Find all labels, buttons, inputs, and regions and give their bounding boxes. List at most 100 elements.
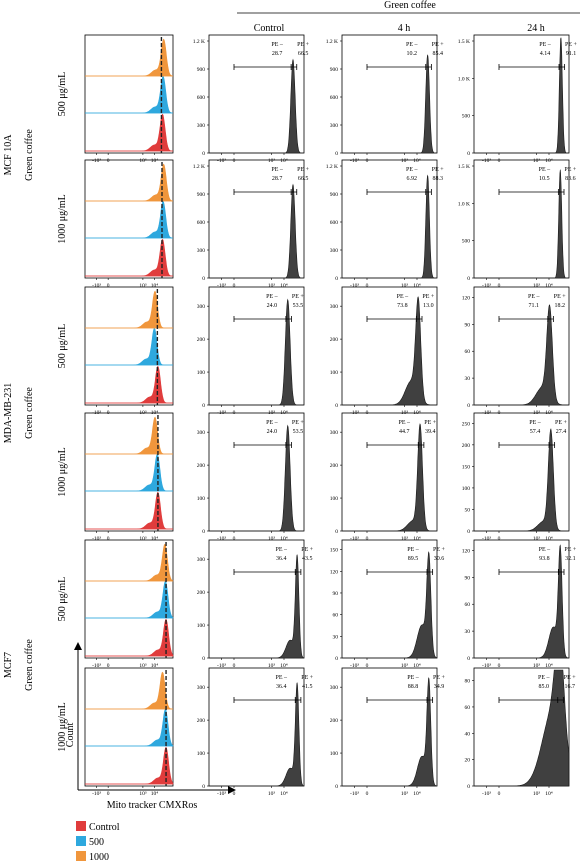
row-1-y-tick-label: 1.0 K: [458, 76, 470, 82]
row-5-overlay-x-tick-label: 10⁴: [151, 663, 159, 669]
row-1-y-tick-label: 600: [330, 95, 339, 101]
row-1-gate-label-pe-minus: PE –: [539, 42, 552, 48]
row-2-gate-label-pe-plus: PE +: [432, 167, 445, 173]
row-4-y-tick-label: 50: [465, 507, 471, 513]
row-5-x-tick-label: -10³: [482, 663, 491, 669]
treatment-label-mdamb231: Green coffee: [24, 387, 35, 439]
row-1-histogram-fill: [342, 54, 437, 154]
row-6-histogram-fill: [474, 669, 570, 787]
row-4-panel-24-h: 0 50 100 150 200 250 -10³ 0 10³ 10⁴ PE – PE + 57.4 27…: [462, 412, 570, 542]
row-1-y-tick-label: 300: [330, 123, 339, 129]
row-6-y-tick-label: 60: [465, 705, 471, 711]
row-4-gate-label-pe-minus: PE –: [529, 420, 542, 426]
row-6-gate-label-pe-plus: PE +: [433, 675, 446, 681]
row-5-panel-control: 0 100 200 300 -10³ 0 10³ 10⁴ PE – PE + 36.4 43.5: [197, 539, 314, 669]
row-6-histogram-fill: [342, 677, 438, 787]
row-5-panel-24-h: 0 30 60 90 120 -10³ 0 10³ 10⁴ PE – PE + 93.8 32.1: [462, 539, 577, 669]
row-5-panel-4-h: 0 30 60 90 120 150 -10³ 0 10³ 10⁴ PE – PE + 89.5 30.6: [330, 539, 446, 669]
row-6-gate-label-pe-minus: PE –: [407, 675, 420, 681]
row-4-y-tick-label: 100: [330, 496, 339, 502]
row-5-gate-value-pe-plus: 32.1: [565, 556, 576, 562]
row-3-gate-value-pe-minus: 71.1: [529, 303, 540, 309]
row-4-overlay-frame: [84, 412, 174, 532]
row-2-x-tick-label: 10³: [401, 283, 409, 289]
row-5-gate-label-pe-plus: PE +: [433, 547, 446, 553]
row-2-gate-value-pe-minus: 28.7: [272, 176, 283, 182]
row-5-y-tick-label: 30: [333, 634, 339, 640]
row-4-y-tick-label: 200: [462, 443, 471, 449]
row-4-x-tick-label: 10⁴: [413, 536, 421, 542]
row-1-x-tick-label: 0: [233, 158, 236, 164]
row-3-overlay-histogram-500: [85, 327, 173, 366]
row-2-y-tick-label: 500: [462, 239, 471, 245]
row-4-y-tick-label: 150: [462, 464, 471, 470]
row-5-overlay-x-tick-label: 0: [107, 663, 110, 669]
row-6-y-tick-label: 0: [202, 784, 205, 790]
treatment-label-mcf7: Green coffee: [24, 639, 35, 691]
row-2-gate-label-pe-minus: PE –: [406, 167, 419, 173]
row-4-histogram-fill: [474, 428, 569, 532]
row-1-x-tick-label: 10³: [401, 158, 409, 164]
row-5-gate-value-pe-minus: 93.8: [539, 556, 550, 562]
column-title-4h: 4 h: [398, 23, 411, 34]
row-2-overlay-histogram-500: [85, 200, 173, 239]
row-2-overlay-panel: -10³ 0 10³ 10⁴: [84, 159, 174, 289]
row-6-y-tick-label: 300: [197, 685, 206, 691]
row-4-y-tick-label: 0: [202, 529, 205, 535]
row-4-x-tick-label: 0: [498, 536, 501, 542]
row-2-y-tick-label: 0: [335, 276, 338, 282]
row-3-y-tick-label: 200: [197, 337, 206, 343]
row-6-gate-value-pe-minus: 85.0: [539, 684, 550, 690]
row-5-y-tick-label: 0: [202, 656, 205, 662]
row-5-histogram-fill: [209, 554, 305, 659]
row-3-gate-label-pe-minus: PE –: [397, 294, 410, 300]
row-1-gate-label-pe-plus: PE +: [297, 42, 310, 48]
row-3-histogram-fill: [209, 298, 304, 406]
row-2-gate-label-pe-minus: PE –: [271, 167, 284, 173]
row-5-gate-value-pe-plus: 43.5: [302, 556, 313, 562]
row-2-x-tick-label: 10³: [268, 283, 276, 289]
y-axis-arrowhead: [74, 642, 82, 650]
row-6-x-tick-label: 10⁴: [280, 791, 288, 797]
row-4-y-tick-label: 0: [467, 529, 470, 535]
row-2-y-tick-label: 900: [197, 192, 206, 198]
row-4-y-tick-label: 250: [462, 421, 471, 427]
row-2-x-tick-label: -10³: [350, 283, 359, 289]
row-2-gate-value-pe-minus: 10.5: [539, 176, 550, 182]
row-6-y-tick-label: 200: [330, 718, 339, 724]
row-4-x-tick-label: -10³: [482, 536, 491, 542]
row-1-x-tick-label: -10³: [217, 158, 226, 164]
row-2-y-tick-label: 600: [330, 220, 339, 226]
legend-swatch-500: [76, 836, 86, 846]
row-1-gate-label-pe-plus: PE +: [432, 42, 445, 48]
cell-line-label-mdamb231: MDA-MB-231: [3, 383, 14, 444]
row-6-y-tick-label: 20: [465, 758, 471, 764]
column-title-24h: 24 h: [527, 23, 545, 34]
row-5-overlay-x-tick-label: 10³: [139, 663, 147, 669]
row-5-y-tick-label: 120: [330, 569, 339, 575]
row-2-gate-label-pe-plus: PE +: [297, 167, 310, 173]
side-labels: MCF 10A Green coffee MDA-MB-231 Green co…: [3, 129, 76, 748]
row-2-y-tick-label: 1.2 K: [193, 164, 205, 170]
row-4-overlay-x-tick-label: 10³: [139, 536, 147, 542]
row-6-panel-24-h: 0 20 40 60 80 -10³ 0 10³ 10⁴ PE – PE + 85.0 16.7: [465, 667, 576, 797]
row-3-y-tick-label: 100: [330, 370, 339, 376]
row-5-x-tick-label: 10⁴: [413, 663, 421, 669]
row-1-y-tick-label: 0: [335, 151, 338, 157]
y-axis-label: Count: [65, 723, 76, 748]
row-4-x-tick-label: 10³: [533, 536, 541, 542]
row-1-y-tick-label: 1.2 K: [193, 39, 205, 45]
row-2-overlay-histogram-control: [85, 238, 173, 277]
row-6-x-tick-label: 10³: [533, 791, 541, 797]
row-5-x-tick-label: 10⁴: [545, 663, 553, 669]
row-1-panel-4-h: 0 300 600 900 1.2 K -10³ 0 10³ 10⁴ PE – PE + 10.2 85…: [326, 34, 445, 164]
row-3-gate-value-pe-plus: 18.2: [555, 303, 566, 309]
row-3-overlay-histogram-control: [85, 365, 173, 404]
row-1-x-tick-label: 10³: [268, 158, 276, 164]
row-4-x-tick-label: 10³: [268, 536, 276, 542]
row-3-overlay-histogram-1000: [85, 290, 173, 329]
row-3-overlay-frame: [84, 286, 174, 406]
row-1-overlay-x-tick-label: 10⁴: [151, 158, 159, 164]
row-2-histogram-fill: [209, 183, 304, 279]
